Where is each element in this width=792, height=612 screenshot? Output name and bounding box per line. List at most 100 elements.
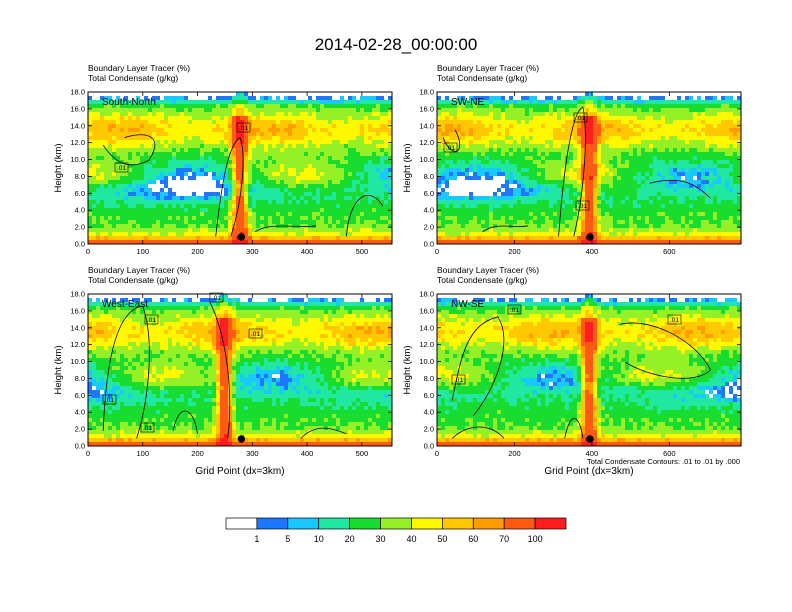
heatmap-cell — [701, 140, 706, 145]
heatmap-cell — [136, 144, 141, 149]
heatmap-cell — [545, 100, 550, 105]
heatmap-cell — [296, 200, 301, 205]
heatmap-cell — [172, 172, 177, 177]
heatmap-cell — [228, 164, 233, 169]
heatmap-cell — [521, 120, 526, 125]
heatmap-cell — [300, 112, 305, 117]
heatmap-cell — [260, 236, 265, 241]
heatmap-cell — [525, 192, 530, 197]
heatmap-cell — [541, 176, 546, 181]
heatmap-cell — [288, 116, 293, 121]
heatmap-cell — [168, 160, 173, 165]
heatmap-cell — [216, 184, 221, 189]
heatmap-cell — [328, 216, 333, 221]
heatmap-cell — [497, 92, 502, 97]
heatmap-cell — [653, 176, 658, 181]
heatmap-cell — [737, 176, 741, 181]
heatmap-cell — [717, 92, 722, 97]
heatmap-cell — [344, 176, 349, 181]
heatmap-cell — [697, 92, 702, 97]
heatmap-cell — [661, 176, 666, 181]
heatmap-cell — [585, 176, 590, 181]
heatmap-cell — [152, 220, 157, 225]
heatmap-cell — [236, 164, 241, 169]
heatmap-cell — [224, 240, 229, 244]
heatmap-cell — [376, 132, 381, 137]
heatmap-cell — [300, 116, 305, 121]
heatmap-cell — [352, 168, 357, 173]
heatmap-cell — [645, 176, 650, 181]
x-tick-label: 500 — [356, 247, 369, 256]
heatmap-cell — [228, 240, 233, 244]
heatmap-cell — [352, 152, 357, 157]
heatmap-cell — [685, 112, 690, 117]
heatmap-cell — [128, 184, 133, 189]
heatmap-cell — [228, 104, 233, 109]
heatmap-cell — [705, 192, 710, 197]
heatmap-cell — [324, 168, 329, 173]
heatmap-cell — [280, 128, 285, 133]
heatmap-cell — [388, 92, 392, 97]
heatmap-cell — [248, 172, 253, 177]
heatmap-cell — [589, 96, 594, 101]
heatmap-cell — [304, 232, 309, 237]
heatmap-cell — [665, 164, 670, 169]
heatmap-cell — [617, 140, 622, 145]
heatmap-cell — [188, 120, 193, 125]
heatmap-cell — [541, 140, 546, 145]
heatmap-cell — [677, 136, 682, 141]
heatmap-cell — [156, 124, 161, 129]
heatmap-cell — [284, 188, 289, 193]
heatmap-cell — [120, 168, 125, 173]
heatmap-cell — [96, 192, 101, 197]
heatmap-cell — [685, 180, 690, 185]
heatmap-cell — [372, 116, 377, 121]
heatmap-cell — [525, 184, 530, 189]
heatmap-cell — [388, 160, 392, 165]
heatmap-cell — [689, 92, 694, 97]
heatmap-cell — [717, 116, 722, 121]
heatmap-cell — [677, 172, 682, 177]
heatmap-cell — [224, 152, 229, 157]
heatmap-cell — [453, 144, 458, 149]
heatmap-cell — [272, 184, 277, 189]
heatmap-cell — [260, 164, 265, 169]
heatmap-cell — [565, 176, 570, 181]
heatmap-cell — [156, 240, 161, 244]
heatmap-cell — [489, 168, 494, 173]
heatmap-cell — [248, 140, 253, 145]
heatmap-cell — [473, 120, 478, 125]
heatmap-cell — [300, 156, 305, 161]
heatmap-cell — [609, 112, 614, 117]
y-tick-label: 16.0 — [70, 104, 85, 113]
heatmap-cell — [200, 108, 205, 113]
heatmap-cell — [673, 188, 678, 193]
heatmap-cell — [689, 168, 694, 173]
heatmap-cell — [104, 148, 109, 153]
heatmap-cell — [517, 100, 522, 105]
heatmap-cell — [344, 136, 349, 141]
heatmap-cell — [372, 156, 377, 161]
heatmap-cell — [236, 212, 241, 217]
heatmap-cell — [465, 144, 470, 149]
heatmap-cell — [633, 172, 638, 177]
heatmap-cell — [300, 220, 305, 225]
heatmap-cell — [585, 172, 590, 177]
heatmap-cell — [260, 224, 265, 229]
heatmap-cell — [168, 148, 173, 153]
heatmap-cell — [681, 192, 686, 197]
heatmap-cell — [216, 192, 221, 197]
heatmap-cell — [160, 200, 165, 205]
heatmap-cell — [465, 168, 470, 173]
heatmap-cell — [461, 196, 466, 201]
heatmap-cell — [557, 160, 562, 165]
heatmap-cell — [360, 176, 365, 181]
heatmap-cell — [312, 156, 317, 161]
heatmap-cell — [96, 184, 101, 189]
heatmap-cell — [300, 120, 305, 125]
heatmap-cell — [128, 140, 133, 145]
heatmap-cell — [697, 192, 702, 197]
heatmap-cell — [128, 228, 133, 233]
heatmap-cell — [372, 196, 377, 201]
heatmap-cell — [236, 108, 241, 113]
